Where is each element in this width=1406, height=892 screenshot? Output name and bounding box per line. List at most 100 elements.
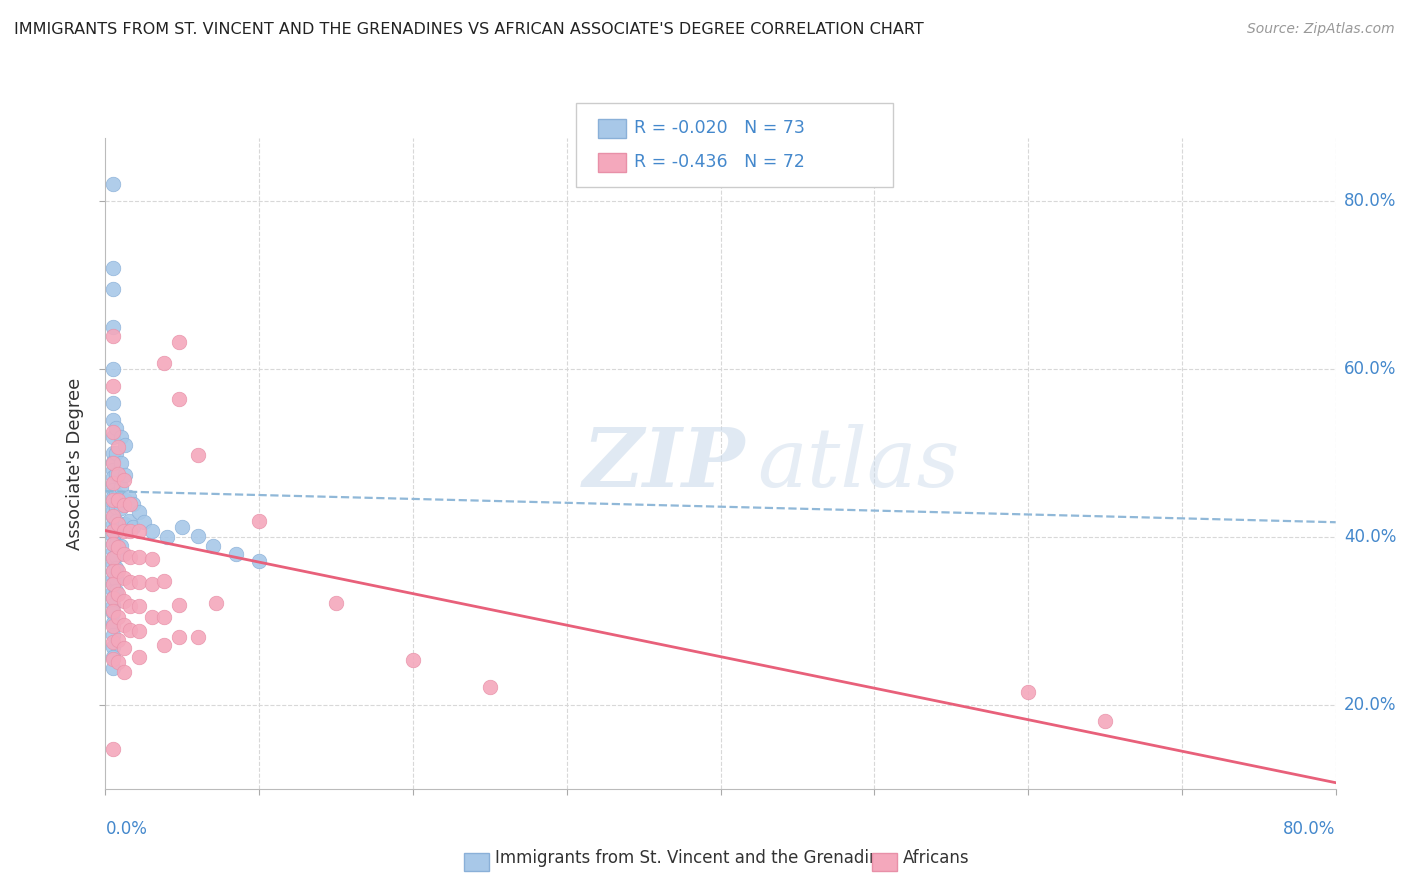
Point — [101, 537, 124, 551]
Point — [112, 594, 135, 608]
Point — [169, 392, 191, 406]
Point — [105, 573, 128, 587]
Point — [107, 516, 129, 531]
Text: atlas: atlas — [758, 424, 960, 504]
Text: 20.0%: 20.0% — [1344, 697, 1396, 714]
Point — [225, 547, 247, 561]
Point — [110, 500, 132, 515]
Point — [101, 457, 124, 471]
Point — [120, 574, 141, 589]
Point — [101, 455, 124, 469]
Point — [156, 530, 179, 544]
Text: 80.0%: 80.0% — [1344, 193, 1396, 211]
Point — [141, 577, 163, 591]
Point — [101, 396, 124, 410]
Point — [101, 178, 124, 192]
Point — [402, 653, 425, 667]
Point — [101, 516, 124, 531]
Point — [141, 524, 163, 538]
Point — [107, 440, 129, 454]
Point — [112, 571, 135, 585]
Point — [105, 421, 128, 435]
Point — [101, 649, 124, 664]
Point — [478, 680, 501, 694]
Point — [101, 475, 124, 490]
Point — [101, 509, 124, 524]
Point — [101, 524, 124, 538]
Point — [101, 261, 124, 276]
Point — [110, 429, 132, 443]
Point — [120, 497, 141, 511]
Point — [112, 547, 135, 561]
Point — [101, 493, 124, 508]
Point — [105, 486, 128, 500]
Point — [114, 516, 136, 531]
Point — [107, 467, 129, 481]
Point — [105, 537, 128, 551]
Point — [107, 632, 129, 647]
Point — [128, 599, 150, 614]
Point — [101, 571, 124, 585]
Point — [101, 503, 124, 517]
Point — [101, 490, 124, 504]
Point — [101, 497, 124, 511]
Point — [128, 574, 150, 589]
Text: Source: ZipAtlas.com: Source: ZipAtlas.com — [1247, 22, 1395, 37]
Text: IMMIGRANTS FROM ST. VINCENT AND THE GRENADINES VS AFRICAN ASSOCIATE'S DEGREE COR: IMMIGRANTS FROM ST. VINCENT AND THE GREN… — [14, 22, 924, 37]
Text: 0.0%: 0.0% — [105, 820, 148, 838]
Point — [101, 604, 124, 618]
Point — [153, 574, 176, 588]
Point — [101, 362, 124, 376]
Point — [202, 539, 225, 553]
Point — [107, 564, 129, 578]
Point — [205, 596, 228, 610]
Point — [101, 584, 124, 599]
Point — [101, 476, 124, 491]
Point — [128, 549, 150, 564]
Point — [114, 438, 136, 452]
Point — [112, 665, 135, 679]
Point — [101, 379, 124, 393]
Point — [105, 446, 128, 460]
Point — [141, 610, 163, 624]
Point — [1017, 685, 1039, 699]
Point — [101, 742, 124, 756]
Point — [169, 630, 191, 644]
Point — [101, 652, 124, 666]
Point — [112, 641, 135, 656]
Text: Africans: Africans — [903, 849, 969, 867]
Point — [128, 649, 150, 664]
Point — [101, 413, 124, 427]
Point — [101, 558, 124, 572]
Point — [105, 467, 128, 482]
Point — [107, 610, 129, 624]
Text: R = -0.436   N = 72: R = -0.436 N = 72 — [634, 153, 806, 171]
Point — [101, 640, 124, 654]
Text: ZIP: ZIP — [582, 424, 745, 504]
Point — [132, 515, 155, 529]
Point — [101, 446, 124, 460]
Point — [128, 524, 150, 538]
Point — [101, 564, 124, 578]
Point — [101, 328, 124, 343]
Point — [169, 335, 191, 350]
Point — [105, 584, 128, 599]
Point — [247, 554, 270, 568]
Point — [114, 493, 136, 508]
Point — [110, 457, 132, 471]
Point — [153, 610, 176, 624]
Point — [110, 520, 132, 534]
Point — [187, 630, 209, 644]
Point — [101, 577, 124, 591]
Point — [101, 606, 124, 620]
Point — [120, 599, 141, 614]
Point — [112, 499, 135, 513]
Point — [101, 543, 124, 558]
Point — [101, 615, 124, 630]
Point — [105, 514, 128, 528]
Point — [107, 655, 129, 669]
Point — [112, 473, 135, 487]
Text: R = -0.020   N = 73: R = -0.020 N = 73 — [634, 120, 806, 137]
Point — [107, 541, 129, 555]
Point — [101, 320, 124, 334]
